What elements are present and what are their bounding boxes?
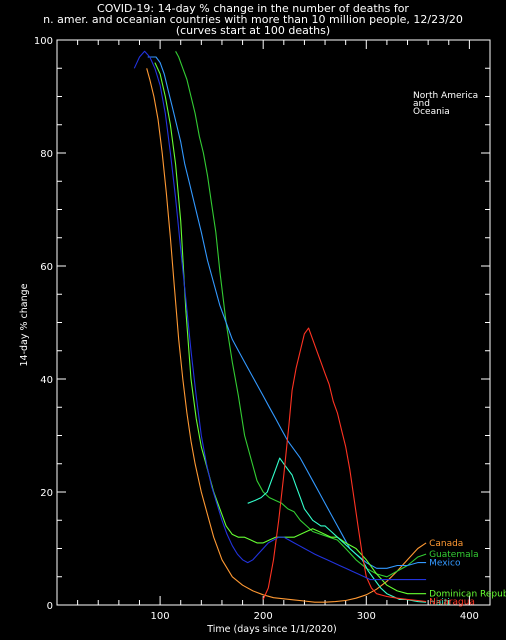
axis-ticks: 100 200 300 400 0 20 40 60 80 100	[34, 36, 490, 622]
series-line-nicaragua	[262, 327, 427, 603]
series-label-dominican-republic: Dominican Republic	[429, 590, 506, 600]
y-tick-label: 80	[40, 149, 53, 160]
y-axis-label: 14-day % change	[19, 283, 30, 366]
series-line-guatemala	[175, 51, 427, 578]
chart-title-line-1: COVID-19: 14-day % change in the number …	[97, 2, 409, 15]
y-tick-label: 0	[47, 601, 53, 612]
region-annotation-line-3: Oceania	[413, 107, 450, 117]
x-tick-label: 400	[460, 611, 479, 622]
series-line-dominican-republic	[154, 62, 427, 595]
series-label-canada: Canada	[429, 539, 463, 549]
series-line-unlabeled-6	[133, 50, 427, 581]
x-tick-label: 300	[357, 611, 376, 622]
x-tick-label: 100	[151, 611, 170, 622]
y-tick-label: 40	[40, 375, 53, 386]
series-layer	[133, 50, 427, 603]
region-annotation-line-2: and	[413, 99, 430, 109]
x-axis-label: Time (days since 1/1/2020)	[206, 624, 337, 635]
chart-title-line-2: n. amer. and oceanian countries with mor…	[43, 13, 463, 26]
series-line-haiti	[247, 457, 427, 603]
series-label-nicaragua: Nicaragua	[429, 598, 475, 608]
series-label-mexico: Mexico	[429, 559, 461, 569]
chart-title-line-3: (curves start at 100 deaths)	[176, 24, 330, 37]
y-tick-label: 20	[40, 488, 53, 499]
series-line-canada	[146, 68, 427, 603]
series-label-guatemala: Guatemala	[429, 550, 479, 560]
y-tick-label: 60	[40, 262, 53, 273]
region-annotation-line-1: North America	[413, 91, 478, 101]
series-label-haiti: Haiti	[429, 598, 450, 608]
y-tick-label: 100	[34, 36, 53, 47]
x-tick-label: 200	[254, 611, 273, 622]
